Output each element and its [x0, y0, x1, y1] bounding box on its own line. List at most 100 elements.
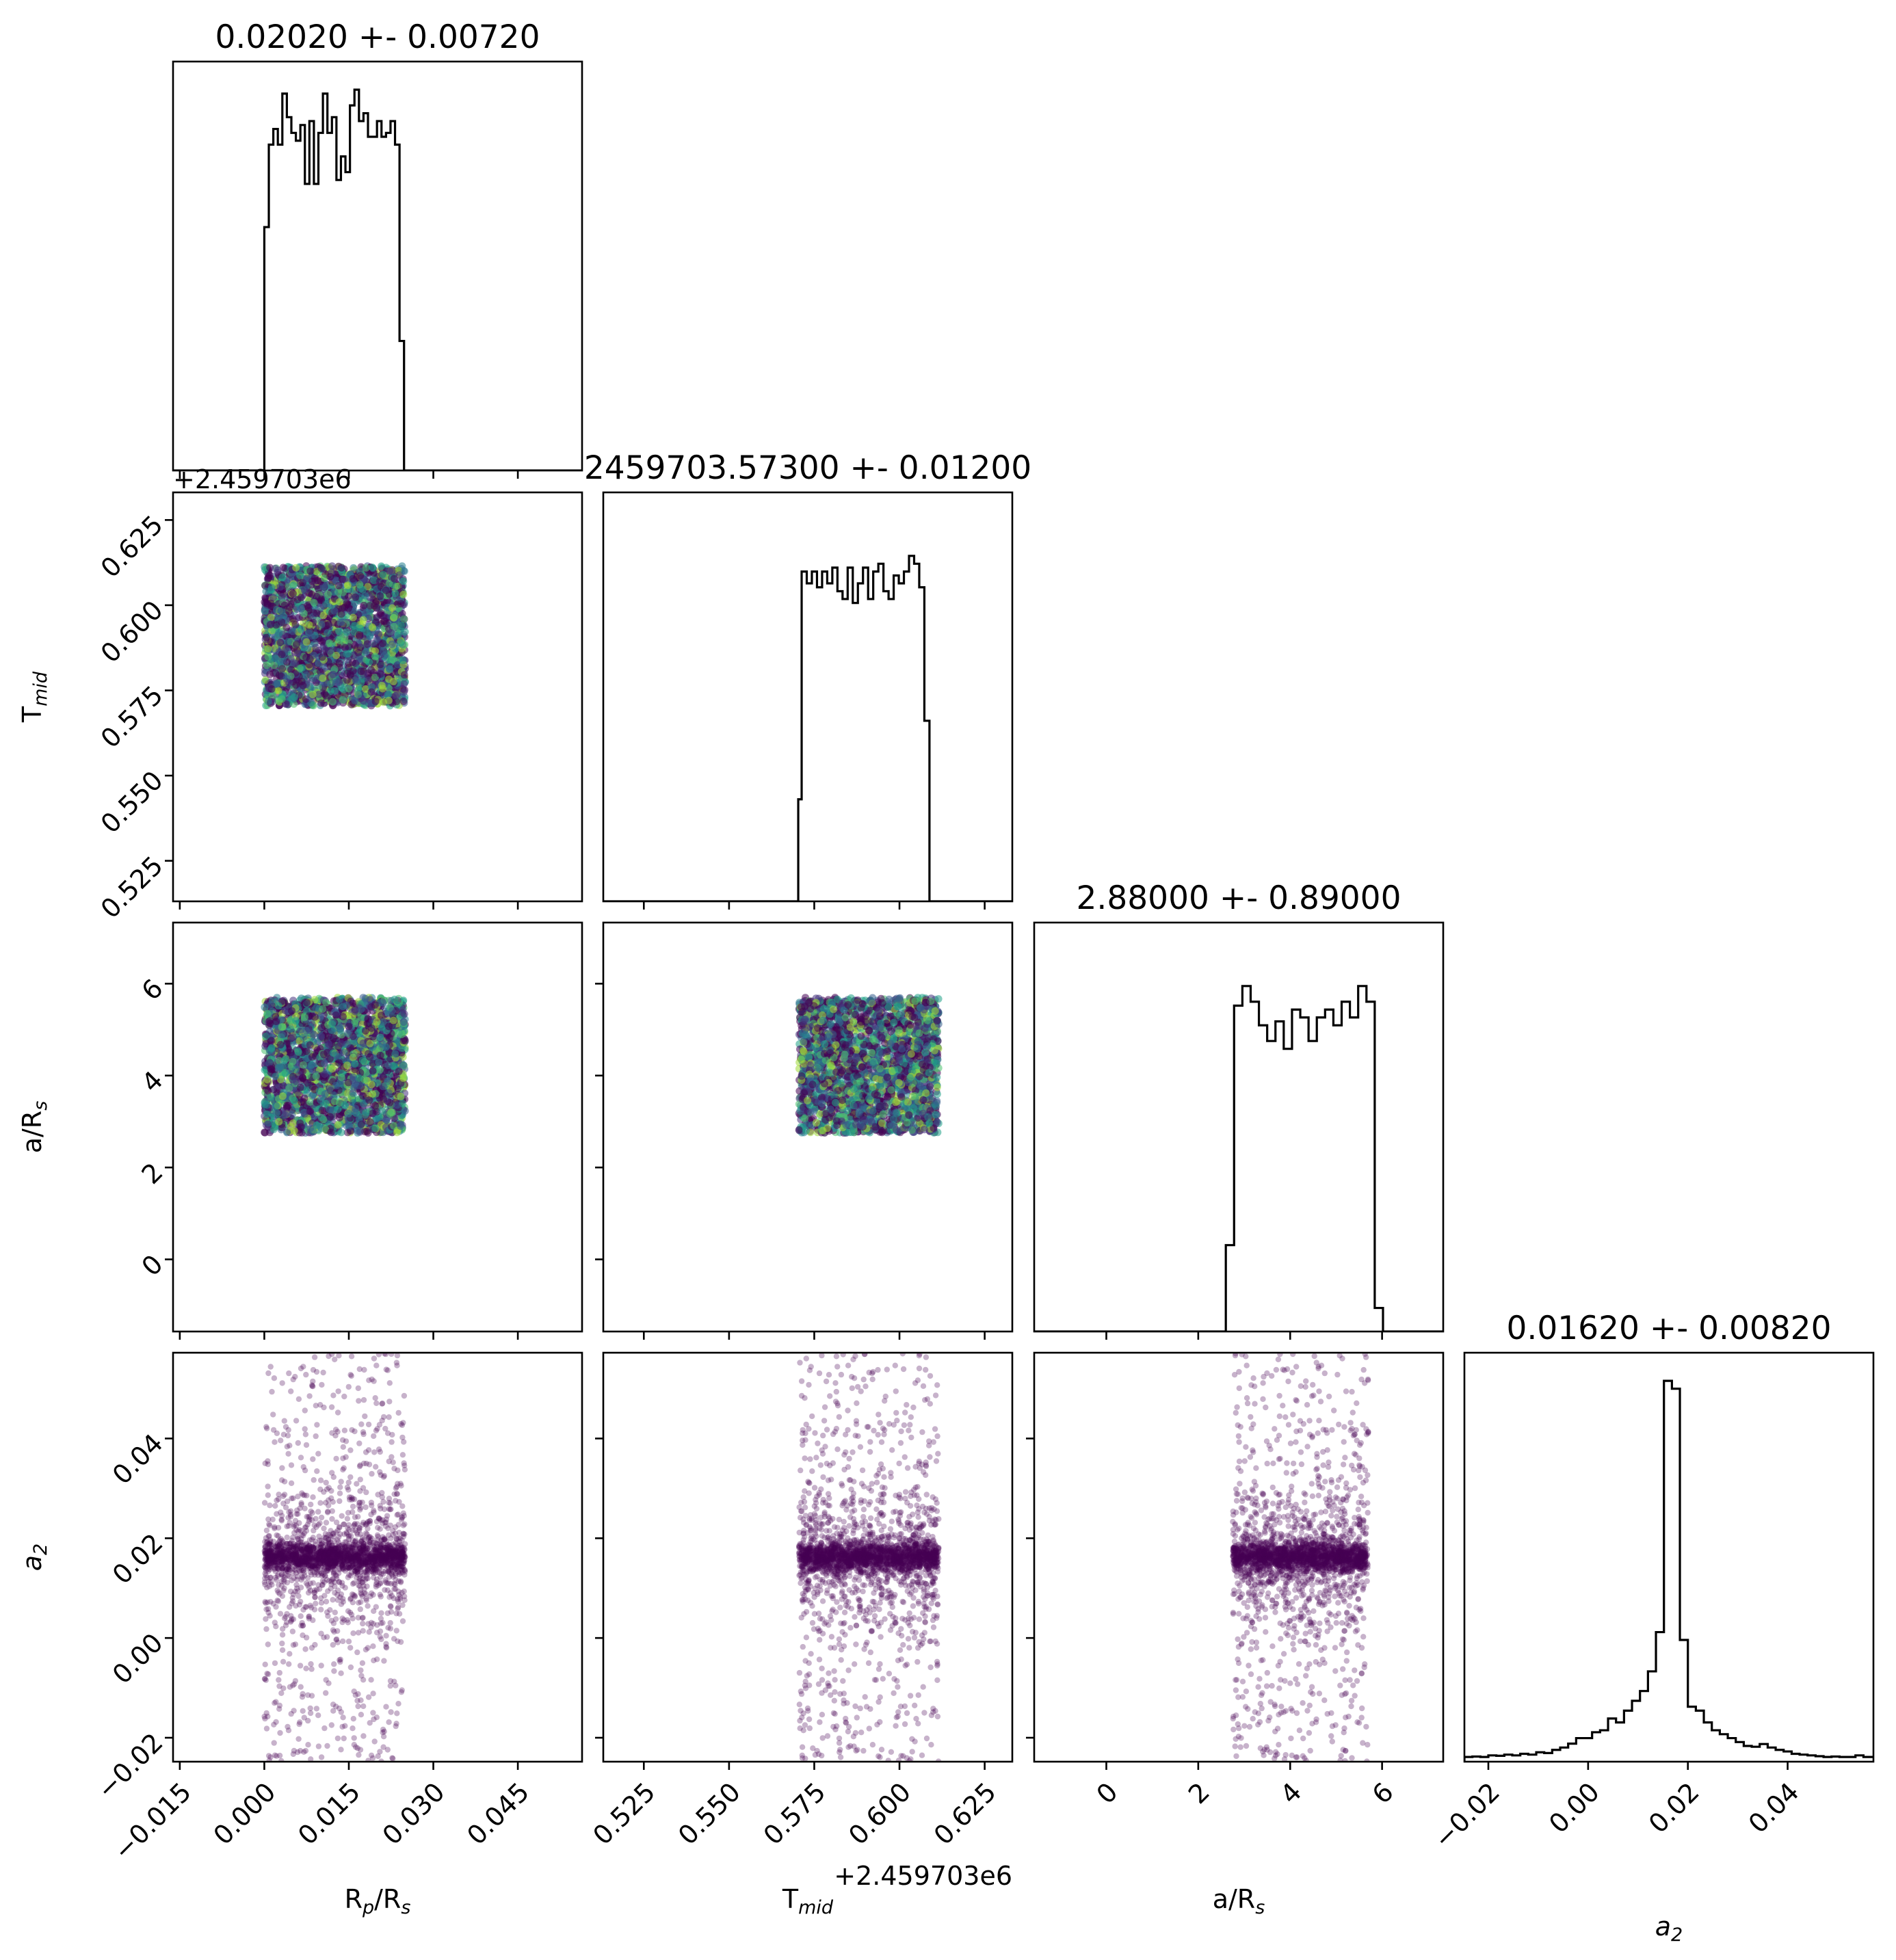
sample-point	[343, 581, 352, 590]
sample-point	[289, 1033, 297, 1041]
sample-point	[386, 665, 394, 673]
sample-point	[349, 613, 357, 622]
sample-point	[273, 606, 280, 613]
sample-point	[317, 603, 325, 611]
sample-point	[274, 566, 282, 574]
sample-point	[359, 615, 367, 624]
sample-point	[293, 650, 302, 658]
sample-point	[272, 654, 280, 663]
sample-point	[338, 618, 346, 626]
sample-point	[384, 696, 393, 704]
sample-point	[363, 608, 371, 616]
sample-point	[267, 583, 276, 592]
sample-point	[379, 639, 387, 648]
sample-point	[263, 661, 271, 670]
sample-point	[376, 592, 384, 600]
sample-point	[308, 1019, 316, 1027]
sample-point	[371, 652, 379, 661]
panel-tmid-vs-tmid	[602, 491, 1014, 910]
sample-point	[365, 658, 373, 666]
sample-point	[282, 624, 291, 631]
sample-point	[267, 621, 274, 628]
sample-point	[377, 609, 385, 617]
sample-point	[334, 1121, 342, 1129]
sample-point	[329, 698, 337, 706]
sample-point	[367, 1118, 374, 1126]
sample-point	[334, 581, 343, 590]
scatter-ars-vs-rp	[261, 994, 409, 1137]
sample-point	[311, 574, 319, 583]
sample-point	[386, 628, 395, 637]
sample-point	[261, 1128, 269, 1137]
axes-frame	[172, 491, 583, 903]
sample-point	[362, 564, 370, 572]
sample-point	[285, 607, 293, 615]
sample-point	[265, 1028, 274, 1035]
sample-point	[297, 594, 305, 602]
sample-point	[328, 562, 336, 570]
axes-frame	[602, 491, 1014, 903]
sample-point	[358, 1056, 367, 1064]
sample-point	[268, 691, 276, 700]
sample-point	[356, 624, 365, 633]
sample-point	[335, 659, 343, 667]
sample-point	[265, 571, 274, 579]
sample-point	[310, 598, 318, 607]
sample-point	[390, 622, 398, 631]
sample-point	[361, 994, 369, 1003]
sample-point	[332, 678, 340, 687]
sample-point	[355, 631, 363, 639]
sample-point	[289, 581, 298, 590]
sample-point	[317, 564, 326, 572]
sample-point	[359, 585, 367, 594]
sample-point	[330, 607, 339, 615]
sample-point	[395, 1068, 403, 1075]
sample-point	[399, 577, 408, 585]
sample-point	[400, 671, 408, 679]
sample-point	[339, 588, 347, 596]
sample-point	[306, 1098, 314, 1106]
sample-point	[324, 590, 332, 598]
axes-frame	[172, 60, 583, 472]
sample-point	[282, 1007, 289, 1015]
sample-point	[364, 676, 372, 685]
sample-point	[399, 657, 407, 665]
sample-point	[343, 650, 351, 658]
sample-point	[324, 1040, 332, 1048]
sample-point	[385, 579, 393, 587]
sample-point	[306, 567, 315, 575]
sample-point	[266, 670, 274, 678]
sample-point	[292, 681, 300, 689]
sample-point	[362, 685, 369, 693]
sample-point	[345, 685, 353, 693]
sample-point	[267, 599, 275, 607]
sample-point	[399, 1037, 408, 1044]
sample-point	[317, 1032, 326, 1040]
sample-point	[278, 650, 286, 659]
sample-point	[287, 1025, 295, 1033]
sample-point	[371, 647, 380, 655]
sample-point	[361, 592, 369, 600]
sample-point	[346, 670, 354, 678]
sample-point	[319, 611, 328, 620]
sample-point	[376, 670, 384, 678]
sample-point	[326, 639, 334, 647]
sample-point	[278, 593, 286, 601]
sample-point	[272, 621, 280, 629]
sample-point	[275, 613, 283, 621]
sample-point	[351, 599, 358, 607]
sample-point	[345, 1022, 353, 1031]
sample-point	[262, 633, 270, 641]
sample-point	[393, 1101, 401, 1109]
sample-point	[324, 620, 332, 628]
sample-point	[349, 658, 357, 666]
sample-point	[397, 622, 406, 630]
sample-point	[264, 652, 272, 661]
sample-point	[278, 695, 286, 703]
histogram-rp	[173, 88, 582, 471]
sample-point	[339, 696, 347, 704]
sample-point	[335, 598, 343, 606]
sample-point	[263, 1076, 272, 1083]
sample-point	[401, 628, 409, 636]
panel-ars-vs-rp	[165, 921, 583, 1340]
